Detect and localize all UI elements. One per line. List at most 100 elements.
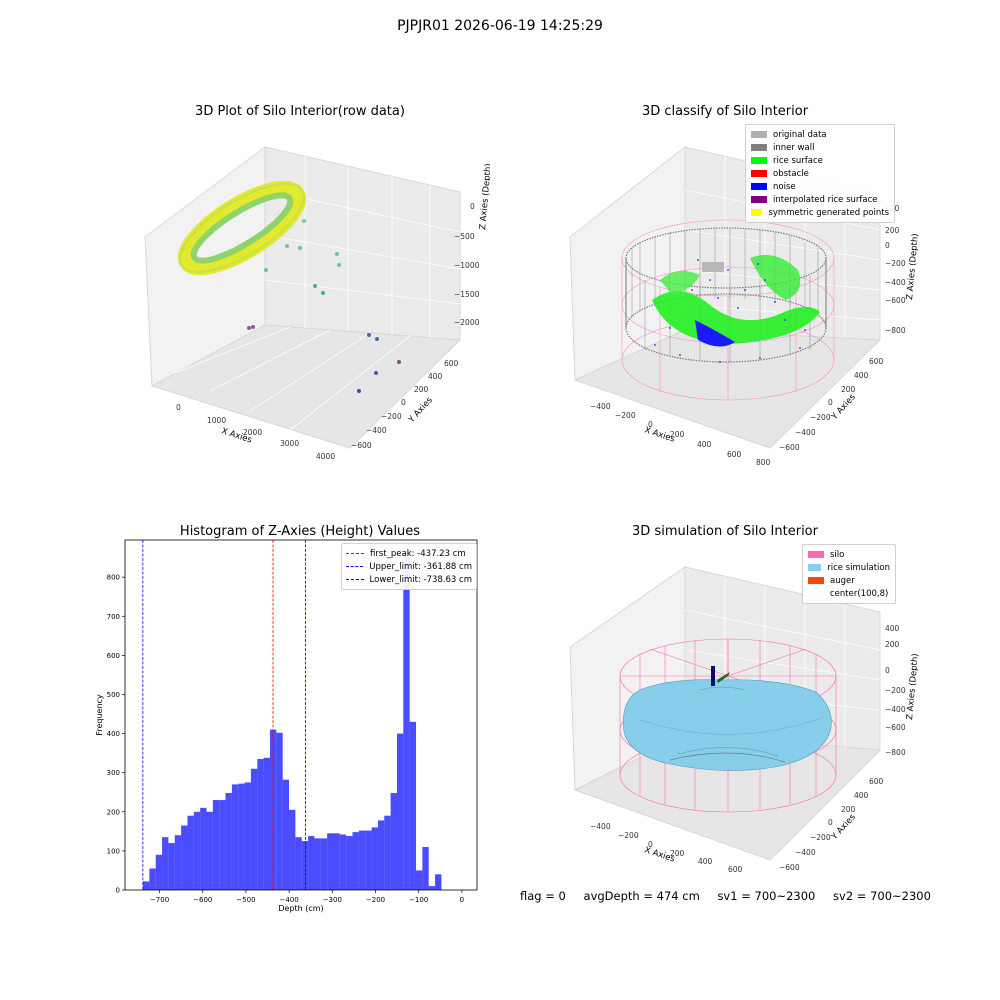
legend-label: center(100,8) [830, 588, 889, 599]
histogram-bar [181, 825, 188, 890]
panel1-z-tick: 0 [470, 202, 475, 211]
panel2-z-ticks: 400 200 0 −200 −400 −600 −800 [885, 204, 906, 335]
panel4-title: 3D simulation of Silo Interior [632, 524, 818, 539]
legend-entry: inner wall [751, 141, 889, 154]
panel1-y-tick: 600 [444, 359, 459, 368]
panel4-z-ticks: 400 200 0 −200 −400 −600 −800 [885, 624, 906, 757]
panel2-title: 3D classify of Silo Interior [641, 104, 809, 119]
histogram-bar [390, 793, 397, 890]
legend-swatch [751, 170, 767, 177]
histogram-y-tick-label: 0 [116, 887, 120, 895]
panel1-floor-pane [150, 324, 462, 449]
classify-noise [654, 259, 806, 363]
panel1-y-tick: 200 [414, 385, 429, 394]
panel1-y-tick: 0 [401, 398, 406, 407]
auger-marker [711, 666, 730, 686]
histogram-bars [143, 549, 442, 890]
histogram-bar [377, 820, 385, 890]
histogram-bar [301, 841, 309, 890]
legend-entry: rice simulation [808, 561, 890, 574]
histogram-bar [149, 868, 156, 890]
panel2-x-tick: 200 [670, 430, 685, 439]
histogram-bar [365, 830, 372, 890]
panel4-y-tick: −400 [795, 848, 816, 857]
legend-label: Upper_limit: -361.88 cm [369, 561, 472, 572]
legend-label: first_peak: -437.23 cm [370, 548, 466, 559]
histogram-y-label: Frequency [95, 694, 104, 736]
panel1-y-tick: 400 [428, 372, 443, 381]
histogram-y-tick-label: 200 [107, 808, 120, 816]
histogram-bar [162, 837, 169, 890]
legend-entry: silo [808, 548, 890, 561]
histogram-bar [308, 836, 315, 890]
raw-ring-edge [179, 182, 305, 274]
panel1-x-tick: 4000 [316, 452, 335, 461]
legend-swatch [808, 564, 822, 571]
histogram-bar [282, 779, 290, 890]
panel1-z-tick: −2000 [454, 318, 480, 327]
panel1-y-label: Y Axies [406, 395, 435, 426]
legend-label: inner wall [773, 142, 815, 153]
panel2-z-tick: 200 [885, 226, 900, 235]
histogram-bar [269, 729, 277, 890]
panel1-z-label: Z Axies (Depth) [478, 163, 490, 230]
panel1-3d-plot: 0 −500 −1000 −1500 −2000 Z Axies (Depth)… [144, 146, 490, 461]
legend-label: original data [773, 129, 827, 140]
legend-label: auger [830, 575, 855, 586]
panel4-legend: silo rice simulation auger center(100,8) [802, 544, 896, 604]
status-line: flag = 0 avgDepth = 474 cm sv1 = 700~230… [520, 889, 945, 903]
legend-line [346, 553, 364, 554]
panel4-x-tick: 600 [728, 865, 743, 874]
panel4-z-tick: 200 [885, 640, 900, 649]
legend-entry: interpolated rice surface [751, 193, 889, 206]
histogram-bar [244, 782, 251, 890]
panel4-y-tick: 600 [869, 777, 884, 786]
legend-entry: first_peak: -437.23 cm [346, 547, 472, 560]
histogram-bar [403, 549, 410, 890]
histogram-bar [428, 886, 436, 890]
panel2-3d-plot: 400 200 0 −200 −400 −600 −800 Z Axies (D… [569, 145, 921, 467]
status-sv1: sv1 = 700~2300 [717, 889, 816, 903]
histogram-x-tick-label: −700 [150, 896, 169, 904]
histogram-frame [124, 539, 478, 891]
panel1-grid [174, 156, 461, 431]
histogram-chart: −700 −600 −500 −400 −300 −200 −100 0 0 100 200 300… [95, 539, 478, 913]
legend-swatch [808, 577, 824, 584]
histogram-bar [174, 835, 182, 890]
histogram-bar [276, 732, 283, 890]
panel4-z-tick: −400 [885, 705, 906, 714]
histogram-bar [263, 757, 270, 890]
histogram-x-tick-label: −100 [409, 896, 428, 904]
panel2-z-tick: −200 [885, 259, 906, 268]
legend-label: noise [773, 181, 796, 192]
panel4-x-tick: 0 [648, 840, 653, 849]
histogram-x-tick-label: −500 [236, 896, 255, 904]
status-sv2: sv2 = 700~2300 [833, 889, 931, 903]
panel1-x-tick: 1000 [207, 416, 226, 425]
histogram-bar [422, 846, 429, 890]
panel2-y-tick: 200 [841, 385, 856, 394]
histogram-bar [396, 733, 404, 890]
panel4-x-tick: 400 [698, 857, 713, 866]
legend-entry: obstacle [751, 167, 889, 180]
panel1-z-tick: −500 [454, 232, 475, 241]
legend-entry: original data [751, 128, 889, 141]
histogram-bar [231, 784, 239, 890]
panel4-x-tick: −200 [618, 831, 639, 840]
panel1-z-ticks: 0 −500 −1000 −1500 −2000 [454, 202, 480, 327]
rice-simulation-surface [623, 679, 832, 771]
panel2-x-tick: 600 [727, 450, 742, 459]
legend-entry: auger [808, 574, 890, 587]
panel2-x-tick: 400 [697, 440, 712, 449]
panel2-x-label: X Axies [643, 425, 676, 444]
histogram-bar [289, 809, 296, 890]
panel2-z-label: Z Axies (Depth) [905, 233, 921, 300]
panel4-z-label: Z Axies (Depth) [905, 653, 921, 720]
histogram-bar [155, 854, 163, 890]
histogram-bar [409, 721, 417, 890]
panel2-z-tick: −600 [885, 296, 906, 305]
panel2-floor-pane [573, 329, 882, 449]
panel4-y-tick: −600 [779, 863, 800, 872]
panel1-y-tick: −600 [351, 441, 372, 450]
panel2-z-tick: −400 [885, 278, 906, 287]
